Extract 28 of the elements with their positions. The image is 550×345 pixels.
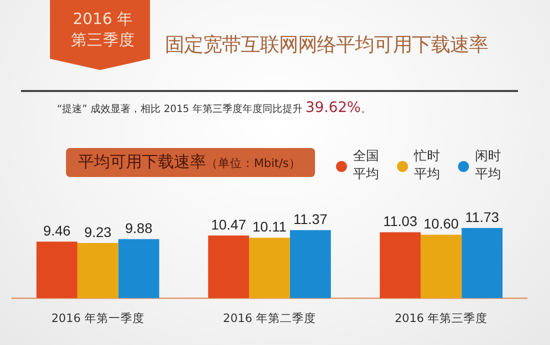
bar (290, 230, 331, 298)
bar (249, 238, 290, 298)
data-label: 9.46 (43, 222, 71, 238)
data-label: 11.03 (383, 213, 418, 230)
x-tick-label: 2016 年第三季度 (394, 311, 488, 326)
data-label: 9.23 (84, 224, 112, 240)
chart-title: 固定宽带互联网网络平均可用下载速率 (165, 33, 488, 57)
data-label: 10.47 (211, 216, 246, 232)
data-label: 10.11 (252, 218, 287, 235)
legend-label: 全国平均 (353, 148, 379, 184)
bar (462, 228, 503, 298)
y-axis-title: 平均可用下载速率（单位：Mbit/s） (78, 152, 301, 171)
bar (77, 242, 118, 298)
x-tick-label: 2016 年第二季度 (223, 311, 316, 326)
legend-label: 忙时平均 (414, 148, 440, 184)
text: 2016 年第三季度 (70, 9, 136, 51)
data-label: 11.73 (465, 208, 500, 225)
bar (208, 236, 250, 298)
bar (420, 234, 462, 298)
legend-label: 闲时平均 (475, 148, 501, 184)
data-label: 11.37 (293, 211, 328, 228)
data-label: 9.88 (125, 220, 153, 236)
bar (36, 242, 78, 298)
bar (118, 239, 160, 298)
x-tick-label: 2016 年第一季度 (51, 311, 144, 326)
bar (380, 232, 421, 298)
chart-subtitle: “提速” 成效显著，相比 2015 年第三季度年度同比提升 39.62%。 (57, 100, 371, 116)
data-label: 10.60 (424, 216, 459, 232)
